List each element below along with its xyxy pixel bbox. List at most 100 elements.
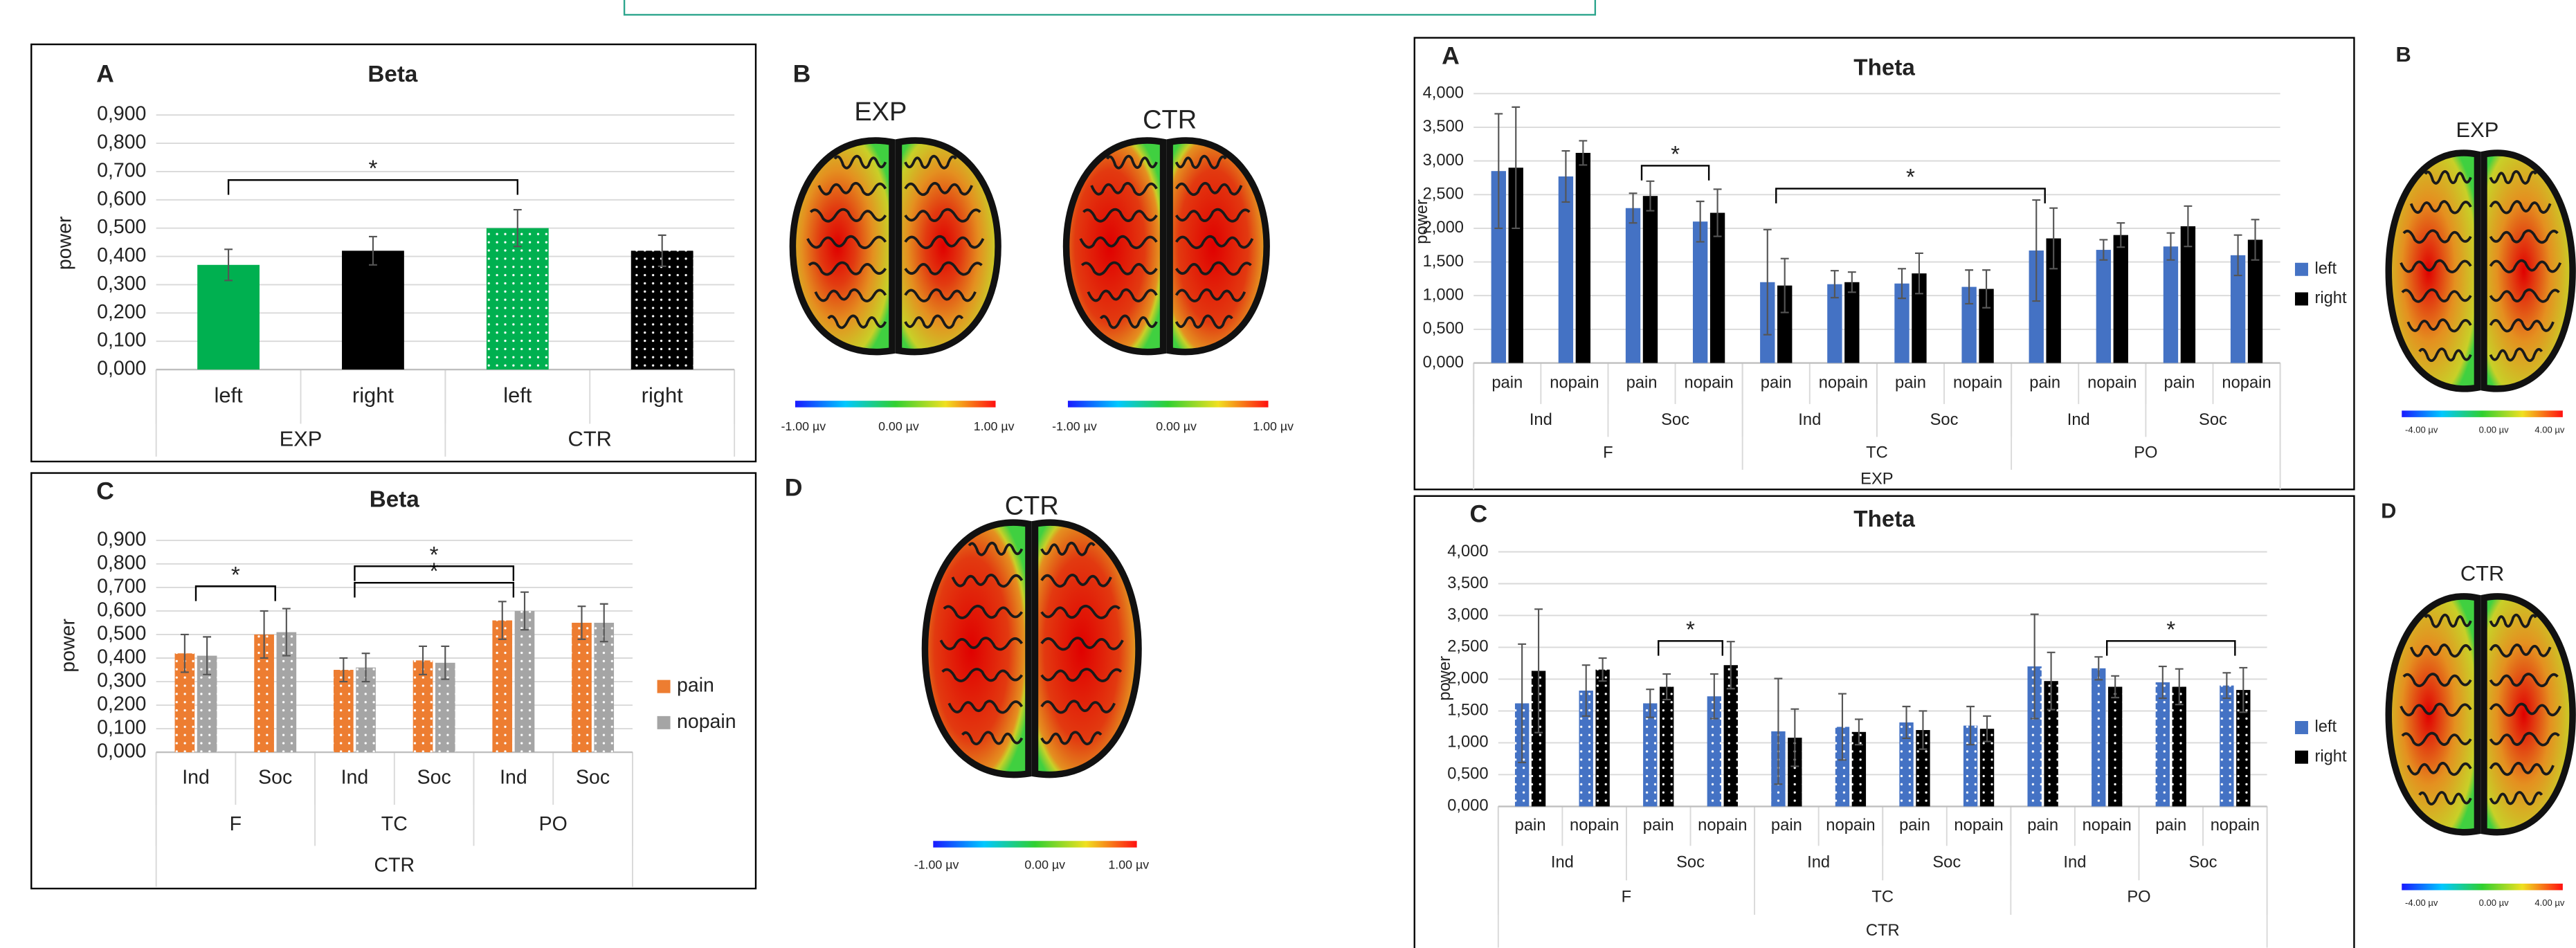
bar: [1693, 221, 1707, 363]
color-bar-label: -1.00 µv: [781, 419, 826, 433]
y-tick-label: 0,700: [97, 159, 146, 181]
y-axis-label: power: [54, 217, 76, 271]
map-title: EXP: [2456, 118, 2499, 142]
brain-hemisphere: [2388, 596, 2477, 832]
bar: [631, 250, 693, 370]
x-tick-label: nopain: [1819, 374, 1868, 392]
bar: [2164, 246, 2178, 363]
y-tick-label: 0,300: [97, 273, 146, 295]
color-bar: [1068, 401, 1269, 407]
group-label: TC: [1871, 888, 1894, 906]
bar: [342, 250, 404, 370]
legend-swatch: [2295, 751, 2308, 764]
bar: [1595, 670, 1609, 807]
map-title: CTR: [1143, 106, 1197, 135]
legend-label: right: [2314, 289, 2347, 307]
group-label: Ind: [1551, 854, 1574, 872]
chart-title: Beta: [368, 62, 418, 87]
x-tick-label: left: [214, 383, 243, 407]
color-bar-label: 4.00 µv: [2534, 897, 2565, 908]
group-label: PO: [539, 813, 568, 835]
y-tick-label: 2,000: [1423, 219, 1464, 237]
y-tick-label: 0,600: [97, 599, 146, 621]
color-bar-label: 1.00 µv: [974, 419, 1015, 433]
color-bar: [2402, 410, 2563, 417]
color-bar-label: 0.00 µv: [1024, 858, 1065, 872]
significance-bracket: [228, 180, 518, 194]
bar: [1559, 176, 1573, 363]
x-tick-label: right: [642, 383, 683, 407]
group-label: F: [1622, 888, 1632, 906]
bar: [2220, 686, 2233, 807]
y-tick-label: 0,700: [97, 575, 146, 597]
bar: [2096, 250, 2111, 363]
legend-swatch: [657, 716, 671, 729]
x-tick-label: pain: [1771, 817, 1802, 835]
brain-hemisphere: [2484, 596, 2573, 832]
x-tick-label: nopain: [1826, 817, 1875, 835]
panel-label: C: [1469, 500, 1487, 528]
chart-title: Theta: [1853, 507, 1915, 532]
x-tick-label: nopain: [1550, 374, 1599, 392]
y-tick-label: 0,100: [97, 329, 146, 352]
y-tick-label: 4,000: [1447, 543, 1488, 560]
color-bar: [933, 841, 1136, 847]
group-label: CTR: [568, 426, 612, 450]
legend-swatch: [2295, 263, 2308, 276]
significance-bracket: [2107, 641, 2235, 655]
y-tick-label: 3,000: [1423, 152, 1464, 170]
annotation: *: [430, 543, 439, 568]
legend-swatch: [657, 680, 671, 693]
color-bar-label: 1.00 µv: [1253, 419, 1294, 433]
x-tick-label: pain: [2029, 374, 2060, 392]
x-tick-label: pain: [1899, 817, 1930, 835]
y-tick-label: 0,000: [97, 358, 146, 380]
group-label: Soc: [2199, 411, 2227, 429]
y-tick-label: 0,500: [1423, 320, 1464, 338]
color-bar: [2402, 884, 2563, 890]
y-tick-label: 0,400: [97, 244, 146, 266]
brain-hemisphere: [1035, 522, 1139, 774]
y-tick-label: 0,200: [97, 693, 146, 715]
x-tick-label: Soc: [417, 767, 451, 789]
y-tick-label: 1,500: [1423, 253, 1464, 271]
x-tick-label: Soc: [258, 767, 292, 789]
x-tick-label: nopain: [2087, 374, 2137, 392]
x-tick-label: Ind: [341, 767, 369, 789]
bar: [1643, 196, 1658, 363]
group-label: Ind: [2063, 854, 2086, 872]
group-label: EXP: [1860, 470, 1893, 488]
bar: [1643, 703, 1657, 806]
legend-label: right: [2314, 747, 2347, 765]
panel-label: B: [793, 60, 811, 88]
figure: A Beta power 0,000 0,100 0,200 0,300 0,400 0,500…: [0, 0, 2576, 948]
y-tick-label: 3,500: [1423, 118, 1464, 136]
x-tick-label: nopain: [1954, 817, 2003, 835]
group-label: Soc: [1676, 854, 1705, 872]
y-tick-label: 0,800: [97, 131, 146, 154]
panel-label: D: [785, 474, 803, 502]
bar: [487, 228, 549, 370]
y-tick-label: 0,600: [97, 188, 146, 210]
x-tick-label: pain: [1626, 374, 1658, 392]
x-tick-label: nopain: [2083, 817, 2132, 835]
x-tick-label: nopain: [1953, 374, 2002, 392]
brain-hemisphere: [2484, 153, 2573, 389]
significance-bracket: [354, 583, 513, 597]
y-tick-label: 0,200: [97, 301, 146, 323]
x-tick-label: nopain: [1698, 817, 1747, 835]
bar: [572, 623, 592, 752]
x-tick-label: nopain: [1685, 374, 1734, 392]
bar: [2092, 668, 2105, 807]
x-tick-label: pain: [2164, 374, 2195, 392]
bar: [1844, 282, 1859, 363]
x-tick-label: pain: [1643, 817, 1674, 835]
panel-label: A: [96, 60, 114, 88]
y-tick-label: 3,500: [1447, 574, 1488, 592]
x-tick-label: nopain: [2222, 374, 2271, 392]
y-tick-label: 2,500: [1423, 185, 1464, 203]
y-tick-label: 0,500: [97, 622, 146, 644]
significance-bracket: [196, 586, 275, 601]
y-tick-label: 2,500: [1447, 638, 1488, 656]
x-tick-label: right: [352, 383, 394, 407]
